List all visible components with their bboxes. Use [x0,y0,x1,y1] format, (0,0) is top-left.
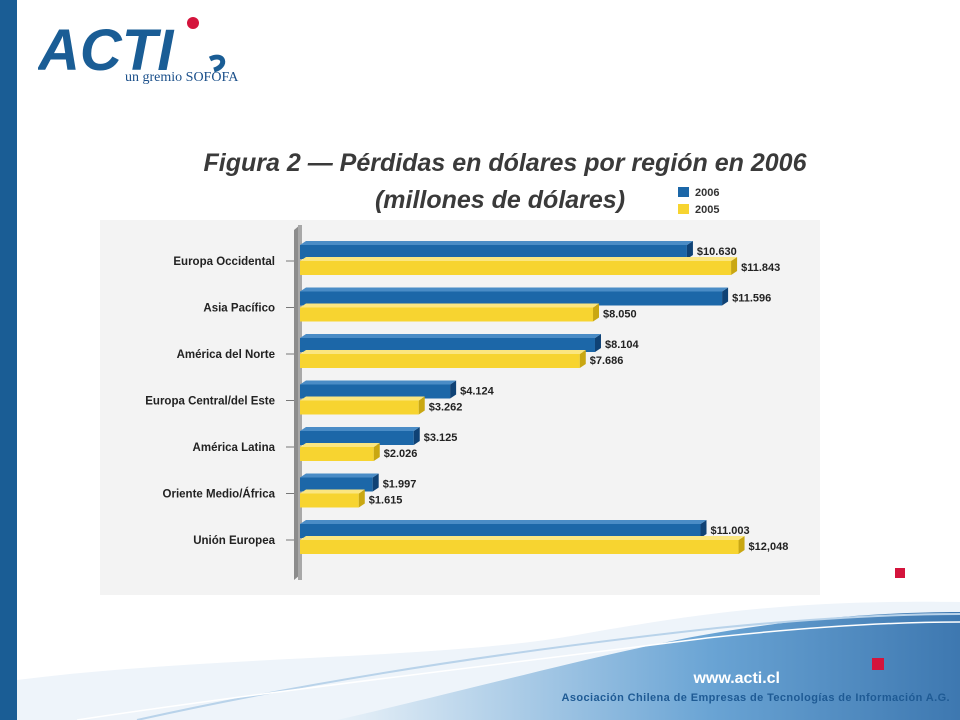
category-label: Europa Central/del Este [145,396,275,408]
bar-end-2006 [413,427,420,445]
category-label: América Latina [193,442,276,454]
legend-item-2006: 2006 [678,187,719,199]
bar-end-2005 [738,536,745,554]
category-label: Unión Europea [193,535,275,547]
data-label-2006: $11.596 [732,293,771,305]
bar-end-2005 [358,489,365,508]
bar-2005 [300,354,580,368]
bar-top-2006 [300,520,707,524]
svg-text:ACTI: ACTI [38,18,175,83]
data-label-2006: $8.104 [605,339,640,351]
data-label-2005: $2.026 [384,448,418,460]
chart-subtitle: (millones de dólares) [374,186,626,214]
bar-end-2006 [700,520,707,538]
bar-end-2005 [418,396,425,415]
bar-2005 [300,307,594,322]
bar-top-2006 [300,287,729,292]
bar-end-2006 [594,334,601,352]
bar-end-2006 [450,380,457,399]
data-label-2006: $10.630 [697,246,737,258]
legend-swatch-2005 [678,204,689,214]
bar-end-2006 [722,287,729,306]
footer-wave [17,568,960,720]
data-label-2005: $8.050 [603,309,637,321]
bar-2006 [300,291,723,306]
data-label-2006: $1.997 [383,479,417,491]
data-label-2005: $12,048 [749,541,789,553]
category-label: Oriente Medio/África [163,488,276,501]
bar-end-2005 [731,257,738,275]
bar-2005 [300,400,419,415]
chart-title: Figura 2 — Pérdidas en dólares por regió… [203,149,807,177]
bar-chart: Europa Occidental $10.630 $11.843 Asia Pací… [100,220,820,595]
footer-url[interactable]: www.acti.cl [693,670,780,687]
category-label: América del Norte [177,349,275,361]
bar-top-2005 [300,489,365,494]
bar-top-2005 [300,303,600,308]
bar-top-2005 [300,443,380,447]
legend-label-2006: 2006 [695,187,720,199]
category-label: Europa Occidental [173,256,275,268]
bar-2006 [300,338,595,352]
legend-label-2005: 2005 [695,204,720,216]
acti-logo: ACTI [38,17,226,83]
bar-end-2005 [373,443,380,461]
bar-top-2005 [300,257,738,261]
bar-top-2005 [300,396,425,401]
logo-subtitle: un gremio SOFOFA [125,70,239,85]
data-label-2005: $7.686 [590,355,624,367]
bar-top-2005 [300,350,586,354]
legend-item-2005: 2005 [678,204,719,216]
bar-2005 [300,540,739,554]
category-label: Asia Pacífico [203,303,275,315]
data-label-2005: $3.262 [429,402,463,414]
bar-2005 [300,447,374,461]
footer-organization: Asociación Chilena de Empresas de Tecnol… [561,692,950,704]
data-label-2005: $1.615 [369,495,403,507]
bar-top-2006 [300,241,693,245]
bar-2005 [300,261,732,275]
bar-2006 [300,477,373,492]
data-label-2006: $11.003 [711,525,750,537]
bar-end-2006 [372,473,379,492]
bar-end-2005 [579,350,586,368]
data-label-2005: $11.843 [741,262,780,274]
bar-top-2006 [300,334,601,338]
bar-top-2006 [300,427,420,431]
bar-top-2006 [300,380,457,385]
bar-2006 [300,245,687,259]
bar-2006 [300,431,414,445]
bar-2006 [300,384,451,399]
left-brand-stripe [0,0,17,720]
bar-2006 [300,524,701,538]
bar-end-2005 [593,303,600,322]
bar-2005 [300,493,359,508]
bar-top-2005 [300,536,745,540]
data-label-2006: $4.124 [460,386,495,398]
legend-swatch-2006 [678,187,689,197]
bar-end-2006 [686,241,693,259]
bar-top-2006 [300,473,379,478]
data-label-2006: $3.125 [424,432,458,444]
